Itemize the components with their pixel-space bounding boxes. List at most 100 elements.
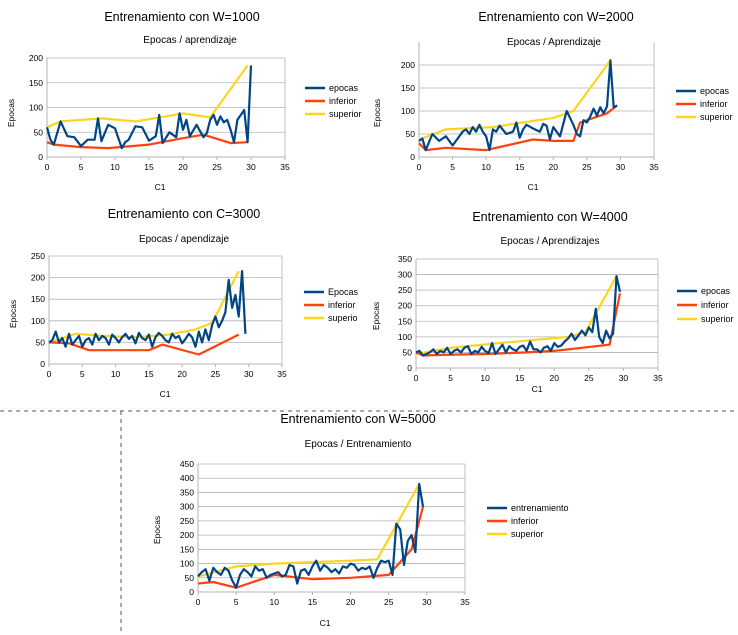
x-tick-label: 20	[178, 162, 188, 172]
x-axis-label: C1	[155, 182, 166, 192]
chart-title: Entrenamiento con C=3000	[108, 207, 261, 221]
y-tick-label: 100	[398, 332, 412, 342]
y-tick-label: 50	[34, 127, 44, 137]
y-tick-label: 300	[398, 270, 412, 280]
chart-subtitle: Epocas / Aprendizajes	[501, 236, 600, 247]
x-tick-label: 30	[619, 373, 629, 383]
chart-w5000: Entrenamiento con W=5000 Epocas / Entren…	[152, 412, 569, 628]
x-tick-label: 15	[308, 597, 318, 607]
plot-area: 0 50 100 150 200 0 5 10 15 20 25 30 35	[401, 42, 659, 172]
legend-label: epocas	[701, 286, 731, 296]
x-tick-label: 10	[110, 162, 120, 172]
series-line-inferior	[46, 133, 248, 150]
x-tick-label: 10	[270, 597, 280, 607]
y-tick-label: 100	[401, 106, 415, 116]
legend-label: superior	[511, 529, 544, 539]
legend: epocas inferior superior	[677, 286, 734, 324]
x-tick-label: 35	[280, 162, 290, 172]
y-tick-label: 450	[180, 459, 194, 469]
y-tick-label: 100	[31, 316, 45, 326]
y-tick-label: 100	[180, 559, 194, 569]
series-line-superior	[46, 64, 249, 129]
y-tick-label: 150	[29, 78, 43, 88]
x-tick-label: 15	[144, 369, 154, 379]
x-tick-label: 10	[480, 373, 490, 383]
y-tick-label: 250	[398, 285, 412, 295]
x-tick-label: 25	[212, 162, 222, 172]
legend-label: superio	[328, 313, 358, 323]
plot-area: 0 50 100 150 200 250 300 350 400 450 0 5 10 15 20 25 30 3…	[180, 459, 470, 607]
x-tick-label: 20	[346, 597, 356, 607]
x-axis-label: C1	[320, 618, 331, 628]
legend-label: inferior	[329, 96, 357, 106]
y-tick-label: 150	[398, 316, 412, 326]
series-line-superior	[197, 483, 421, 578]
series-line-inferior	[197, 506, 425, 589]
chart-subtitle: Epocas / Aprendizaje	[507, 37, 601, 48]
legend: entrenamiento inferior superior	[487, 503, 569, 539]
x-tick-label: 0	[47, 369, 52, 379]
series-line-inferior	[415, 293, 622, 357]
x-tick-label: 0	[417, 162, 422, 172]
series-line-epocas	[418, 59, 618, 152]
legend-label: entrenamiento	[511, 503, 569, 513]
series-line-epocas	[45, 65, 253, 150]
legend-label: inferior	[328, 300, 356, 310]
y-tick-label: 100	[29, 103, 43, 113]
y-tick-label: 250	[31, 251, 45, 261]
x-tick-label: 25	[384, 597, 394, 607]
x-tick-label: 25	[211, 369, 221, 379]
legend: Epocas inferior superio	[304, 287, 359, 323]
legend-label: epocas	[329, 83, 359, 93]
x-tick-label: 30	[422, 597, 432, 607]
y-tick-label: 200	[398, 301, 412, 311]
x-tick-label: 5	[80, 369, 85, 379]
y-axis-label: Epocas	[8, 300, 18, 328]
legend-label: superior	[329, 109, 362, 119]
legend-label: superior	[700, 112, 733, 122]
legend: epocas inferior superior	[676, 86, 733, 122]
x-tick-label: 15	[515, 373, 525, 383]
y-tick-label: 0	[38, 152, 43, 162]
chart-w4000: Entrenamiento con W=4000 Epocas / Aprend…	[371, 210, 734, 394]
y-tick-label: 150	[31, 294, 45, 304]
x-tick-label: 30	[246, 162, 256, 172]
series-line-Epocas	[48, 270, 247, 348]
x-tick-label: 20	[550, 373, 560, 383]
chart-title: Entrenamiento con W=2000	[478, 10, 633, 24]
legend: epocas inferior superior	[305, 83, 362, 119]
y-tick-label: 250	[180, 516, 194, 526]
x-tick-label: 5	[234, 597, 239, 607]
x-tick-label: 35	[277, 369, 287, 379]
y-tick-label: 350	[180, 487, 194, 497]
x-tick-label: 35	[649, 162, 659, 172]
plot-area: 0 50 100 150 200 250 300 350 0 5 10 15 20 25 30 35	[398, 254, 663, 383]
x-tick-label: 5	[79, 162, 84, 172]
x-tick-label: 20	[549, 162, 559, 172]
legend-label: inferior	[700, 99, 728, 109]
y-tick-label: 400	[180, 473, 194, 483]
chart-subtitle: Epocas / apendizaje	[139, 234, 230, 245]
chart-c3000: Entrenamiento con C=3000 Epocas / apendi…	[8, 207, 359, 399]
y-axis-label: Epocas	[152, 516, 162, 544]
series-line-superior	[415, 275, 618, 356]
x-tick-label: 20	[177, 369, 187, 379]
y-axis-label: Epocas	[371, 302, 381, 330]
plot-area: 0 50 100 150 200 250 0 5 10 15 20 25 30 35	[31, 251, 287, 379]
x-tick-label: 15	[515, 162, 525, 172]
legend-label: inferior	[511, 516, 539, 526]
y-tick-label: 350	[398, 254, 412, 264]
series-line-inferior	[418, 104, 618, 152]
y-tick-label: 50	[406, 129, 416, 139]
chart-title: Entrenamiento con W=5000	[280, 412, 435, 426]
x-axis-label: C1	[532, 384, 543, 394]
y-tick-label: 0	[40, 359, 45, 369]
plot-area: 0 50 100 150 200 0 5 10 15 20 25 30 35	[29, 53, 290, 172]
x-tick-label: 0	[196, 597, 201, 607]
chart-title: Entrenamiento con W=1000	[104, 10, 259, 24]
x-tick-label: 35	[460, 597, 470, 607]
y-tick-label: 200	[31, 273, 45, 283]
series-line-superio	[48, 270, 240, 344]
x-tick-label: 30	[616, 162, 626, 172]
legend-label: Epocas	[328, 287, 359, 297]
